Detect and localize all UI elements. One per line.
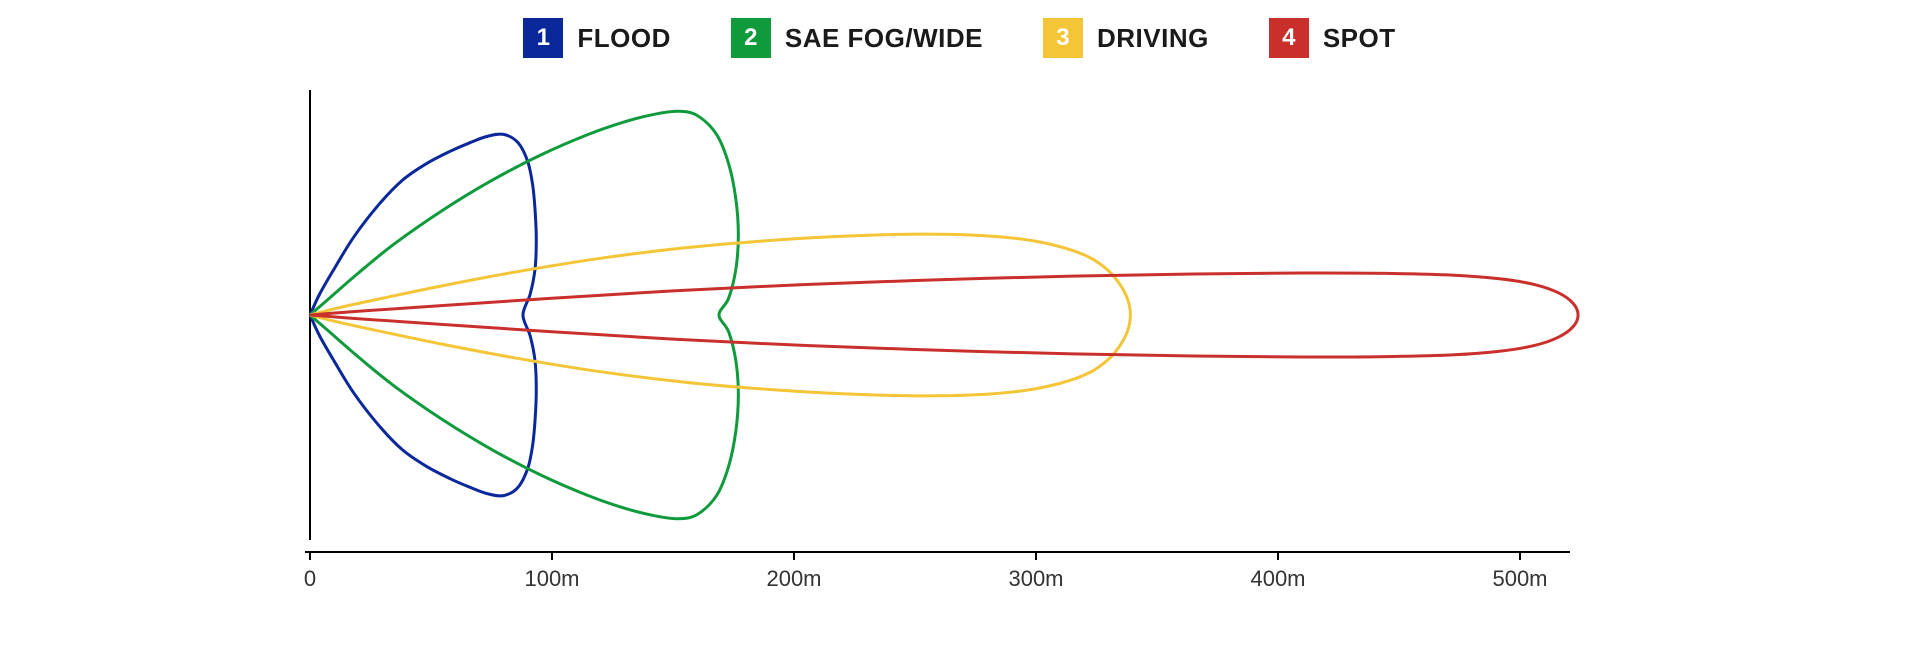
legend-item-spot: 4 SPOT — [1269, 18, 1396, 58]
x-tick-label: 200m — [766, 566, 821, 591]
legend: 1 FLOOD 2 SAE FOG/WIDE 3 DRIVING 4 SPOT — [0, 18, 1919, 58]
legend-badge-driving: 3 — [1043, 18, 1083, 58]
x-tick-label: 0 — [304, 566, 316, 591]
x-tick-label: 500m — [1492, 566, 1547, 591]
legend-badge-flood: 1 — [523, 18, 563, 58]
legend-item-driving: 3 DRIVING — [1043, 18, 1209, 58]
legend-label-flood: FLOOD — [577, 23, 671, 54]
beam-flood — [310, 134, 536, 496]
legend-label-spot: SPOT — [1323, 23, 1396, 54]
legend-badge-fog: 2 — [731, 18, 771, 58]
legend-label-driving: DRIVING — [1097, 23, 1209, 54]
legend-badge-spot: 4 — [1269, 18, 1309, 58]
x-tick-label: 400m — [1250, 566, 1305, 591]
x-tick-label: 300m — [1008, 566, 1063, 591]
chart: 0 100m 200m 300m 400m 500m — [290, 90, 1630, 600]
beam-spot — [310, 273, 1578, 357]
x-tick-label: 100m — [524, 566, 579, 591]
legend-item-flood: 1 FLOOD — [523, 18, 671, 58]
beam-curves — [310, 111, 1578, 518]
chart-svg: 0 100m 200m 300m 400m 500m — [290, 90, 1630, 600]
legend-item-fog: 2 SAE FOG/WIDE — [731, 18, 983, 58]
x-ticks: 0 100m 200m 300m 400m 500m — [304, 552, 1548, 591]
legend-label-fog: SAE FOG/WIDE — [785, 23, 983, 54]
